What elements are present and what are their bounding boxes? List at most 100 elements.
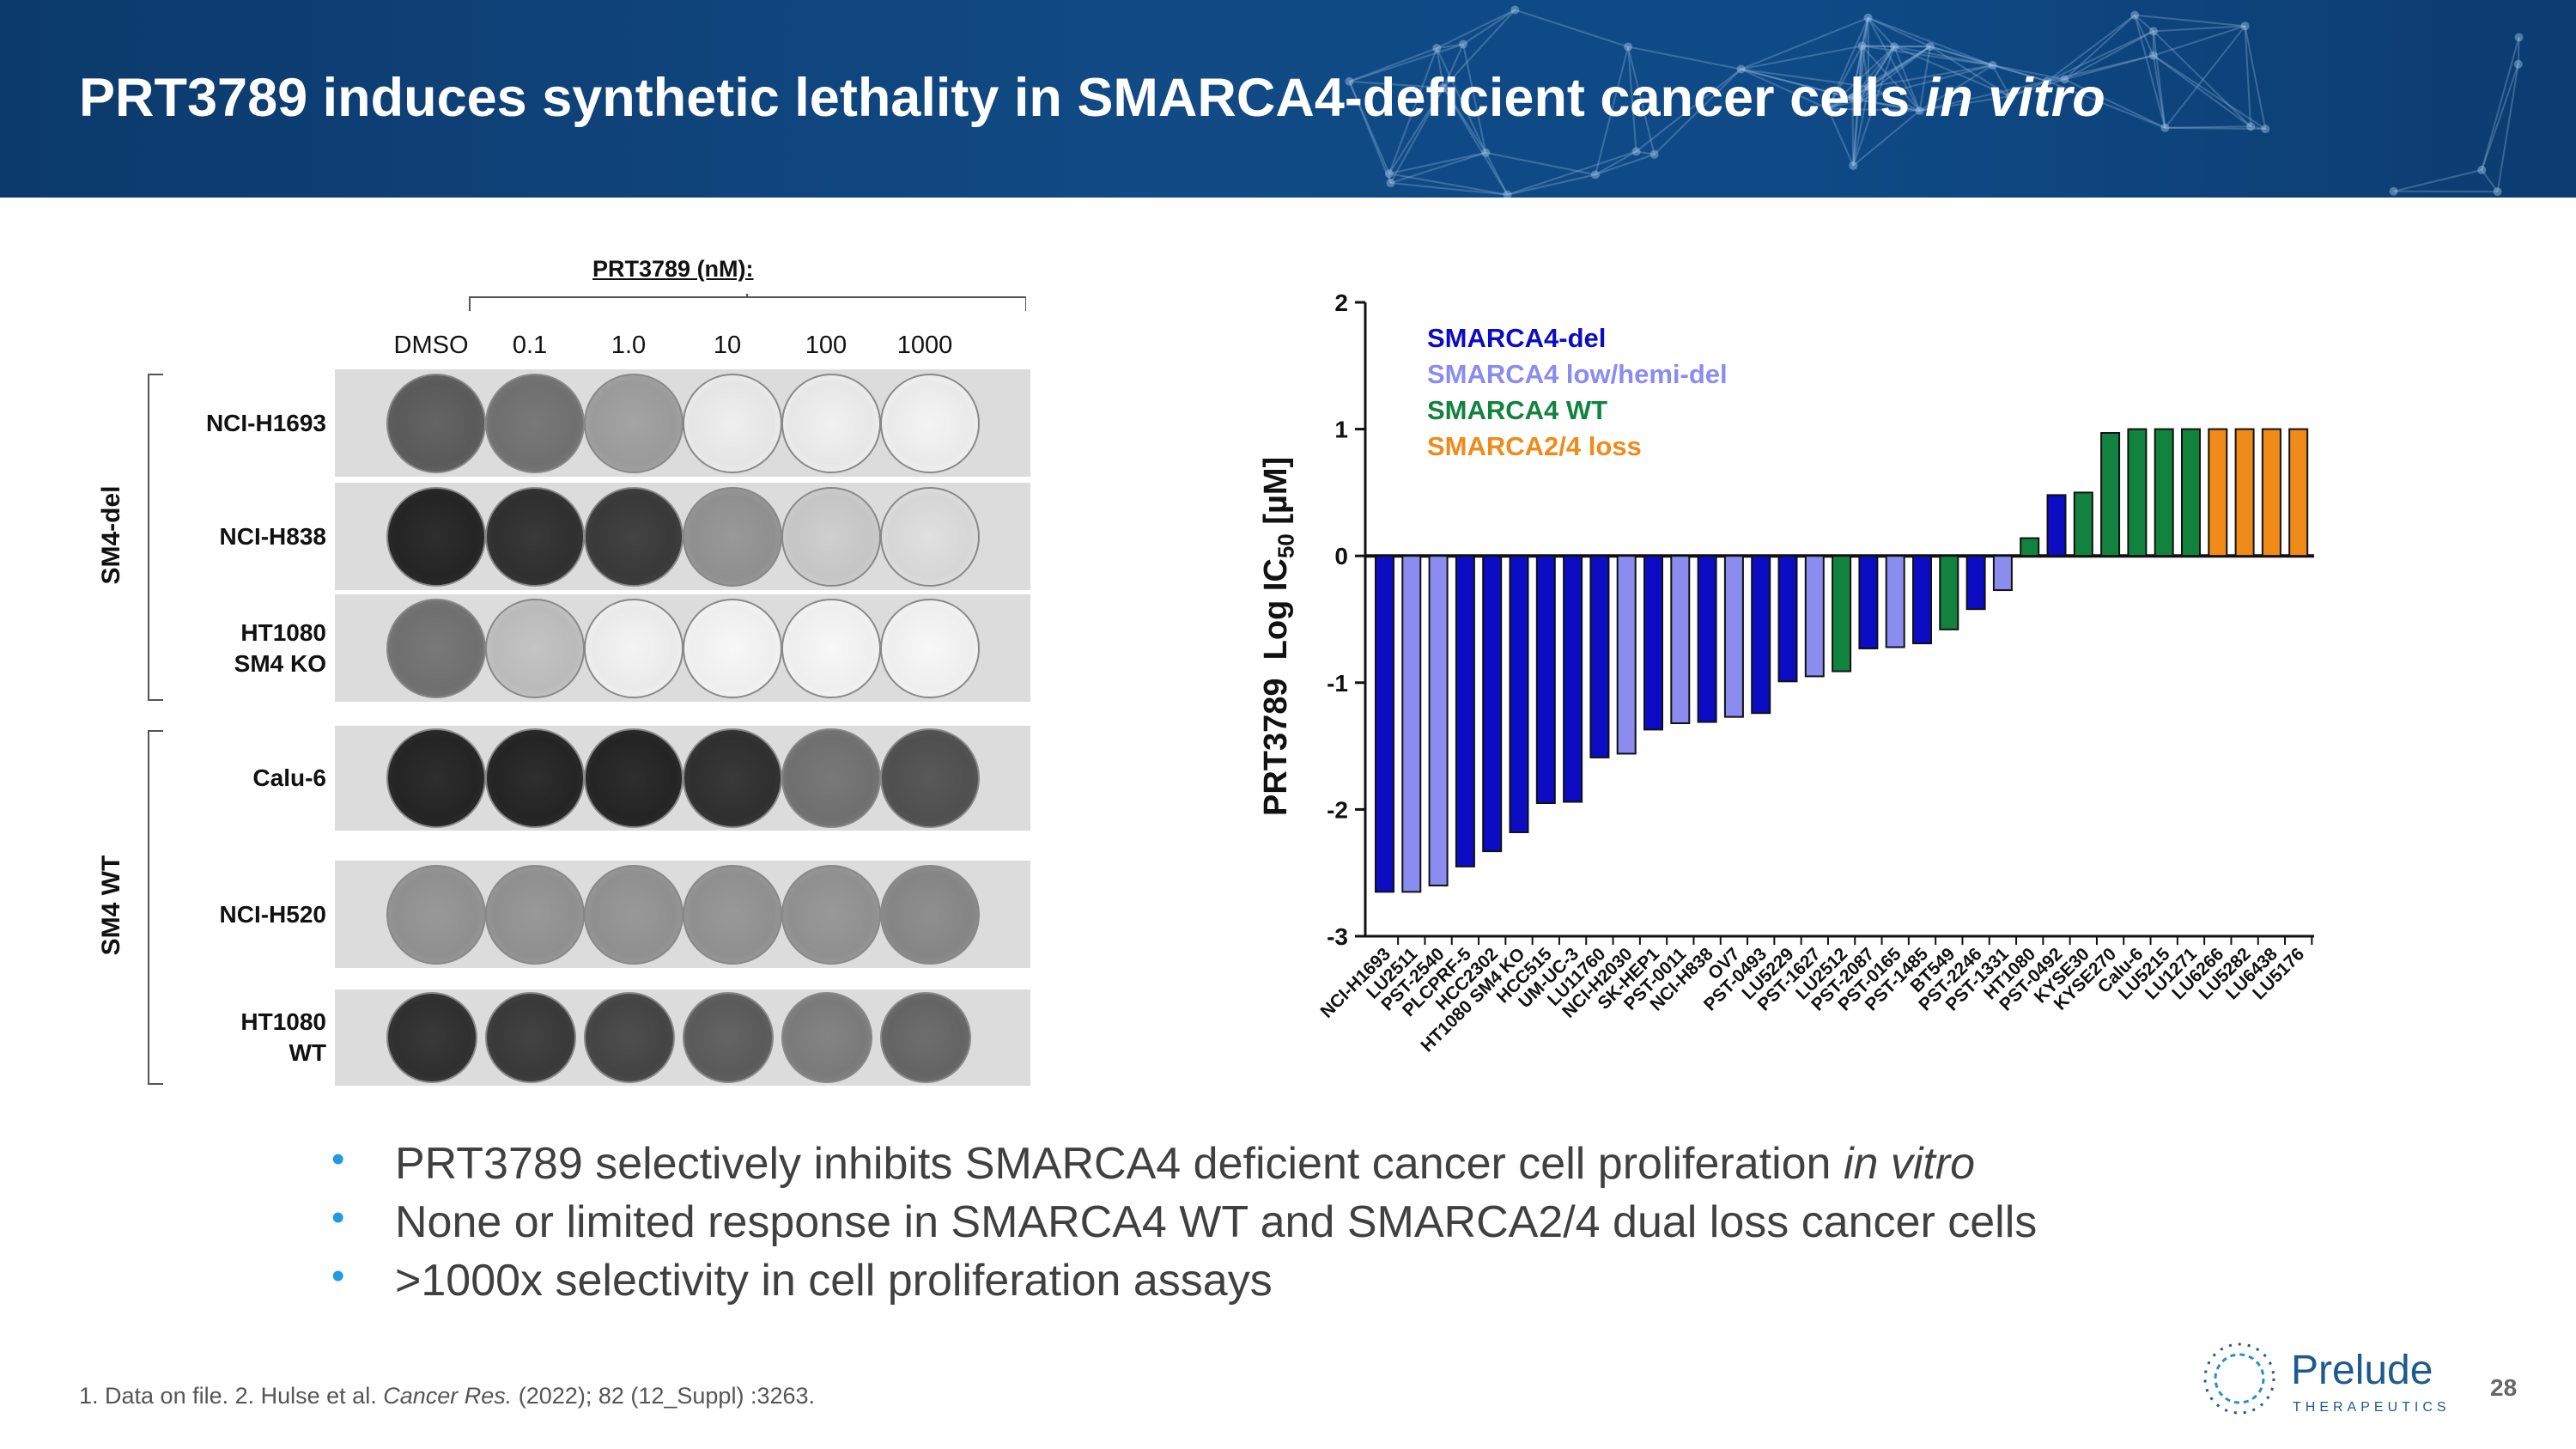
colony-well	[386, 992, 477, 1083]
colony-row	[335, 726, 1030, 831]
colony-well	[880, 598, 980, 698]
bar-pst-1627	[1804, 555, 1825, 678]
bar-plcprf-5	[1455, 555, 1475, 868]
group-label: SM4 WT	[97, 855, 125, 955]
colony-well	[485, 598, 585, 698]
bar-nci-h2030	[1616, 555, 1637, 755]
bar-lu5229	[1777, 555, 1798, 683]
bar-ht1080	[2020, 537, 2040, 557]
colony-well	[683, 728, 782, 828]
bar-pst-0492	[2046, 494, 2067, 557]
bar-lu6266	[2208, 428, 2228, 557]
colony-well	[880, 728, 980, 828]
bar-nci-h1693	[1375, 555, 1394, 893]
bar-lu2511	[1401, 555, 1422, 893]
legend-entry: SMARCA4 low/hemi-del	[1427, 359, 1728, 389]
bar-lu11760	[1589, 555, 1610, 758]
bar-pst-0011	[1670, 555, 1691, 725]
slide-title: PRT3789 induces synthetic lethality in S…	[79, 67, 2105, 129]
bullet-item: • PRT3789 selectively inhibits SMARCA4 de…	[331, 1138, 1976, 1189]
bar-pst-2246	[1965, 555, 1986, 611]
title-banner: PRT3789 induces synthetic lethality in S…	[0, 0, 2576, 198]
bullet-item: • None or limited response in SMARCA4 WT …	[331, 1196, 2038, 1247]
y-tick-label: -1	[1327, 670, 1348, 697]
bullet-list: • PRT3789 selectively inhibits SMARCA4 de…	[326, 1138, 2037, 1313]
bar-bt549	[1939, 555, 1959, 630]
colony-well	[683, 373, 782, 473]
group-bracket	[148, 730, 163, 1085]
bar-hcc2302	[1482, 555, 1503, 853]
colony-well	[781, 864, 881, 965]
cell-line-label: NCI-H1693	[205, 409, 326, 436]
colony-well	[485, 373, 585, 473]
colony-well	[781, 486, 881, 587]
bar-nci-h838	[1697, 555, 1717, 723]
group-label: SM4-del	[97, 484, 125, 585]
dose-bracket	[469, 294, 1026, 311]
logo-wordmark: Prelude	[2291, 1348, 2433, 1393]
colony-well	[683, 992, 774, 1083]
cell-line-label: HT1080 WT	[240, 1008, 326, 1066]
bullet-dot-icon: •	[331, 1255, 345, 1297]
colony-well	[781, 373, 881, 473]
bar-kyse30	[2073, 491, 2093, 557]
colony-well	[485, 864, 585, 965]
colony-well	[880, 992, 971, 1083]
colony-row	[335, 861, 1030, 968]
dose-label-2: 1.0	[611, 332, 647, 359]
cell-line-label: NCI-H838	[219, 522, 326, 550]
bar-pst-2087	[1858, 555, 1879, 649]
colony-well	[880, 486, 980, 587]
colony-well	[386, 373, 486, 473]
colony-well	[584, 373, 683, 473]
bar-calu-6	[2127, 428, 2148, 557]
colony-well	[781, 728, 881, 828]
dose-label-4: 100	[805, 332, 848, 359]
colony-well	[880, 373, 980, 473]
y-tick-label: 1	[1334, 417, 1348, 443]
bar-um-uc-3	[1563, 555, 1583, 803]
bullet-item: • >1000x selectivity in cell proliferatio…	[331, 1255, 1273, 1306]
cell-line-label: HT1080 SM4 KO	[234, 618, 326, 677]
colony-well	[386, 728, 486, 828]
prelude-logo: Prelude THERAPEUTICS	[2196, 1331, 2463, 1426]
colony-well	[683, 864, 782, 965]
legend-entry: SMARCA4-del	[1427, 323, 1607, 353]
bar-ht1080-sm4-ko	[1509, 555, 1529, 833]
chart-x-tick-labels: NCI-H1693LU2511PST-2540PLCPRF-5HCC2302HT…	[1316, 944, 2308, 1056]
y-tick-label: -3	[1327, 923, 1348, 950]
title-italic-text: in vitro	[1924, 68, 2105, 128]
logo-subtitle: THERAPEUTICS	[2293, 1400, 2451, 1415]
bar-pst-1485	[1912, 555, 1932, 645]
bullet-dot-icon: •	[331, 1196, 345, 1239]
bar-lu2512	[1832, 555, 1852, 673]
dose-label-1: 0.1	[512, 332, 548, 359]
colony-well	[584, 486, 683, 587]
colony-well	[781, 598, 881, 698]
dose-label-0: DMSO	[393, 332, 469, 359]
chart-bars	[1375, 428, 2309, 893]
bar-lu6438	[2261, 428, 2281, 557]
bar-sk-hep1	[1643, 555, 1663, 731]
colony-well	[485, 728, 585, 828]
colony-well	[584, 864, 683, 965]
colony-row	[335, 369, 1030, 477]
bar-lu5215	[2154, 428, 2174, 557]
cell-line-label: NCI-H520	[219, 900, 326, 928]
bar-kyse270	[2100, 432, 2121, 557]
bar-pst-2540	[1428, 555, 1449, 886]
bar-lu5176	[2288, 428, 2309, 557]
footnote: 1. Data on file. 2. Hulse et al. Cancer …	[79, 1383, 816, 1409]
colony-well	[683, 486, 782, 587]
colony-well	[485, 992, 576, 1083]
network-background-graphic	[1345, 5, 2524, 198]
colony-row	[335, 594, 1030, 702]
treatment-label: PRT3789 (nM):	[592, 256, 754, 282]
group-bracket	[148, 374, 163, 701]
colony-well	[584, 598, 683, 698]
colony-well	[584, 728, 683, 828]
colony-well	[386, 598, 486, 698]
colony-well	[683, 598, 782, 698]
colony-well	[584, 992, 675, 1083]
bar-pst-0493	[1751, 555, 1771, 715]
